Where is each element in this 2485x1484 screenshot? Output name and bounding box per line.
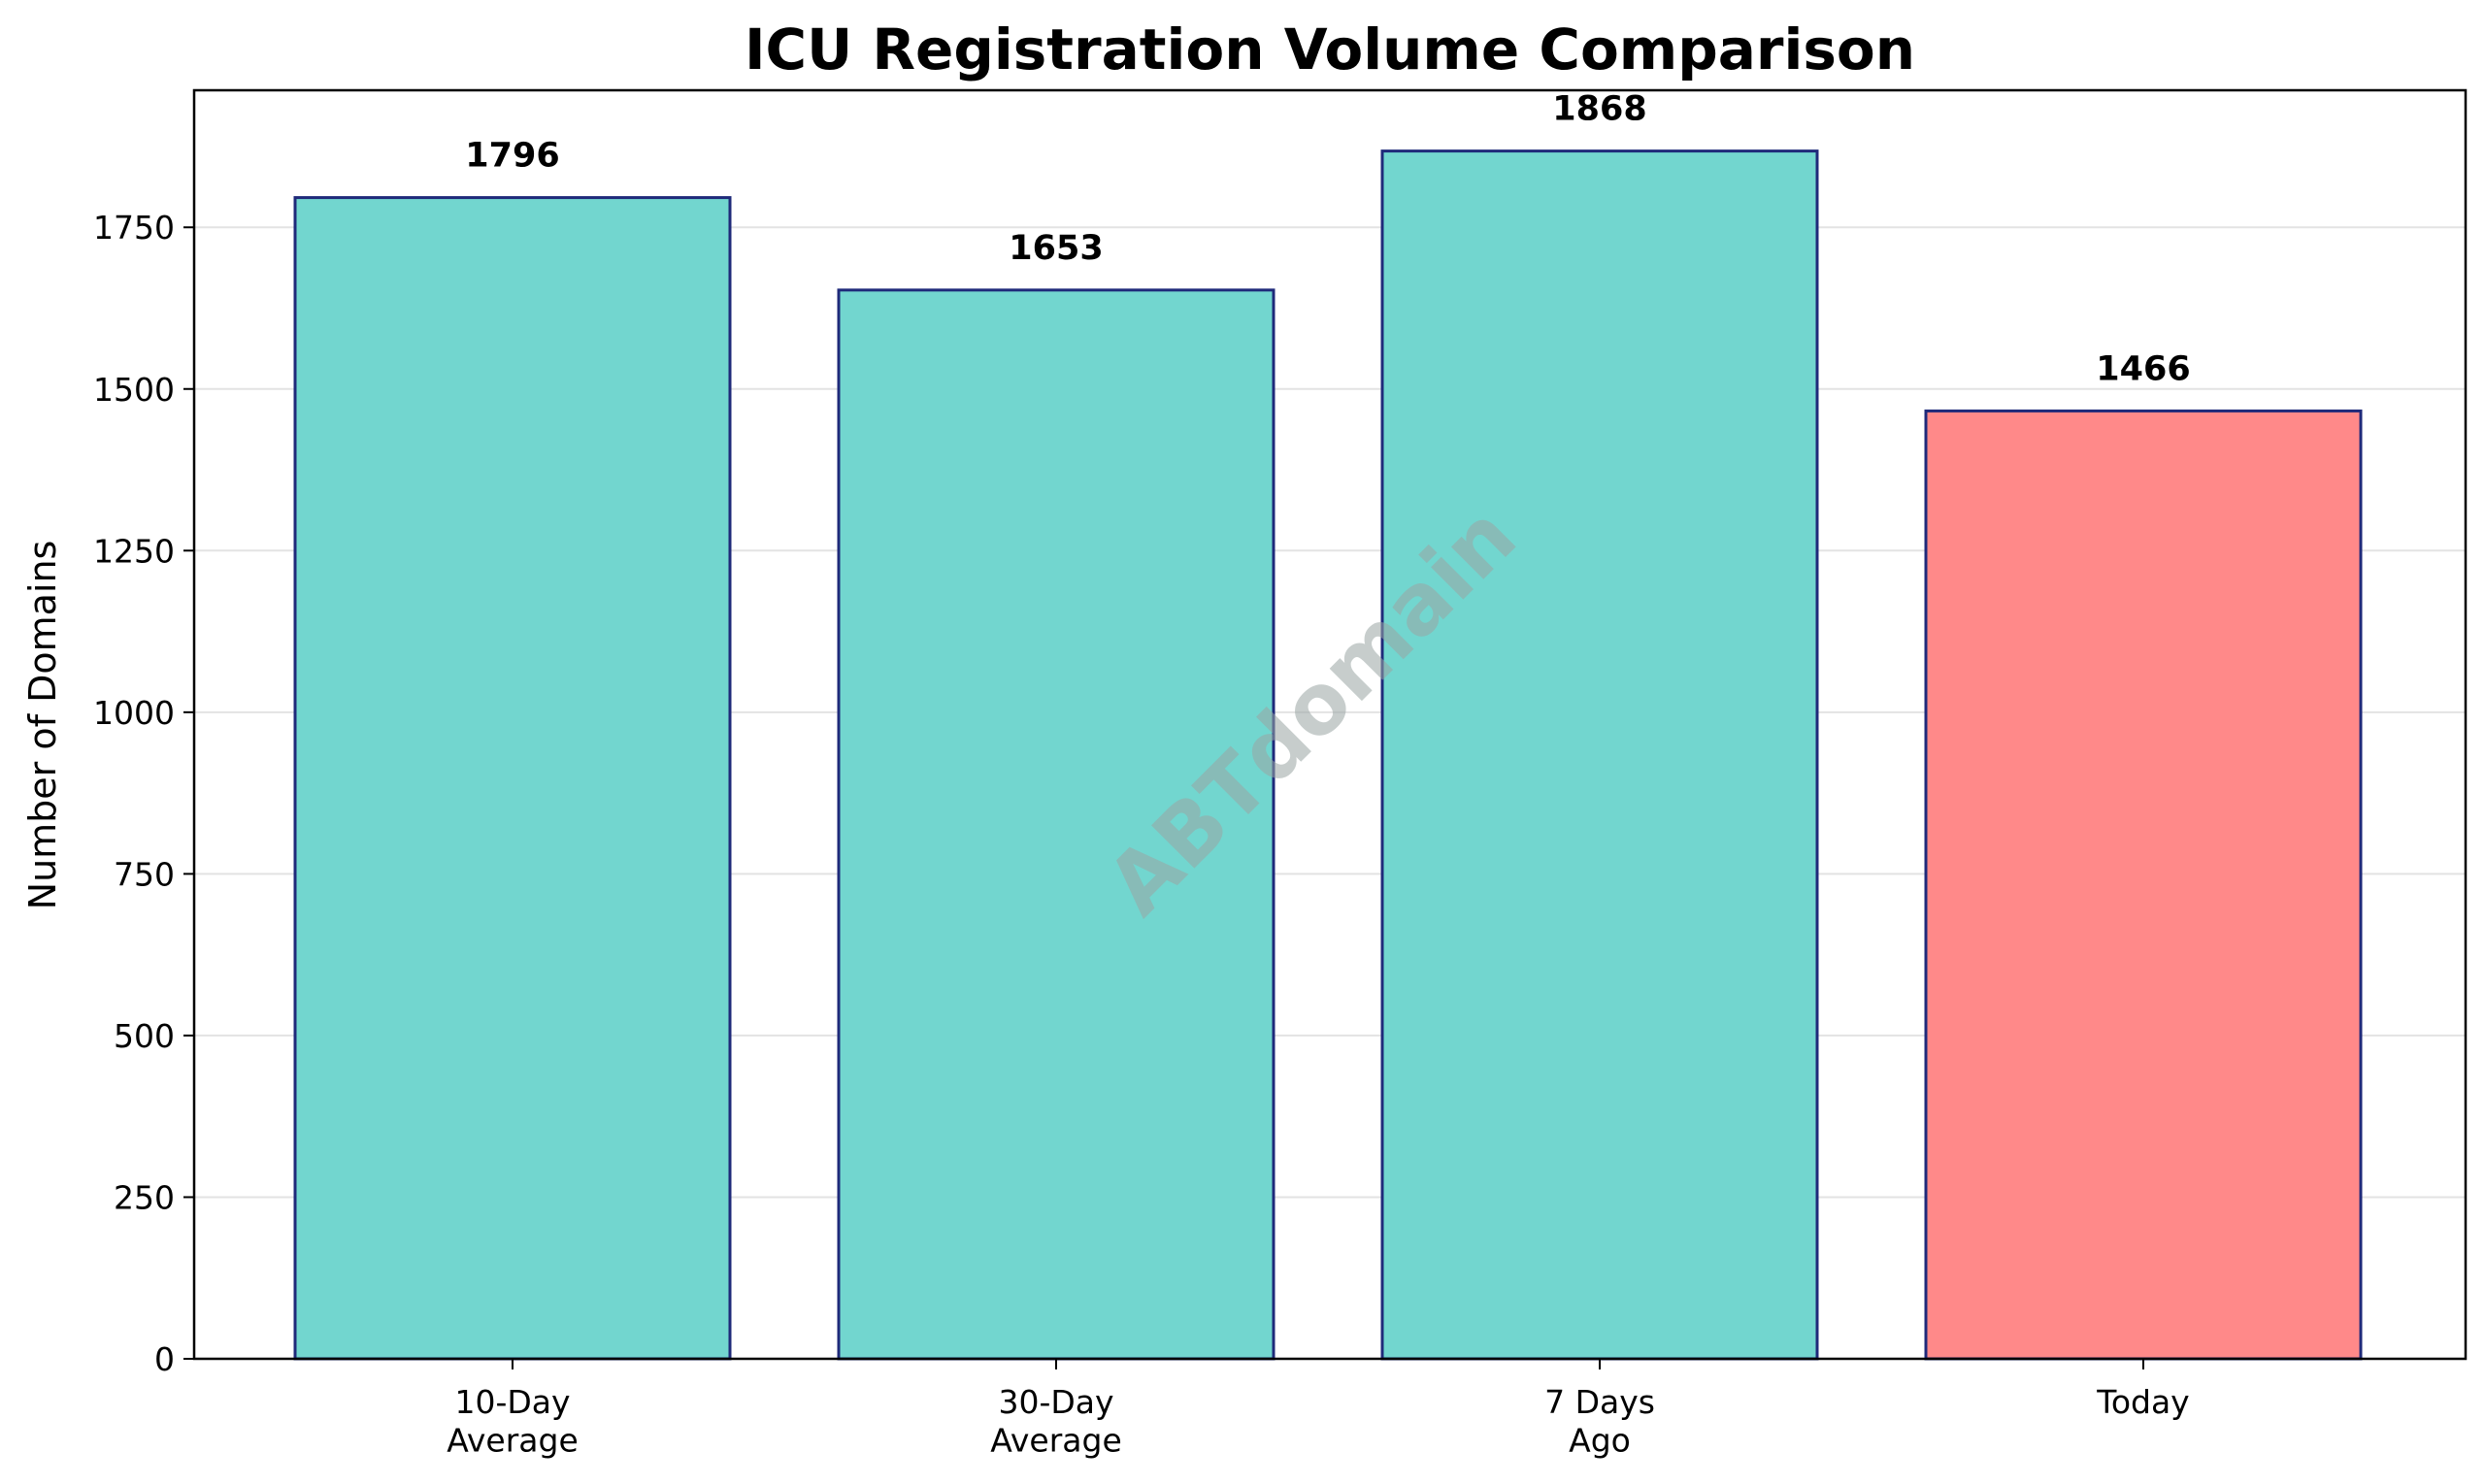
x-tick-label: 30-Day Average [990,1383,1122,1460]
y-tick-label: 1500 [93,371,175,409]
y-axis-label: Number of Domains [21,541,64,910]
bar [1924,409,2363,1361]
bar-layer [293,149,2363,1361]
y-tick-label: 250 [114,1178,175,1216]
y-tick-label: 1000 [93,694,175,732]
x-tick-label: Today [2096,1383,2189,1421]
y-tick-label: 750 [114,855,175,893]
bar [1380,149,1819,1361]
bar-value-label: 1868 [1552,90,1646,129]
bar-value-label: 1653 [1009,229,1103,268]
chart-title: ICU Registration Volume Comparison [745,16,1915,82]
y-tick-label: 0 [154,1340,175,1378]
x-tick-label: 10-Day Average [447,1383,579,1460]
bar-value-label: 1796 [465,137,559,176]
plot-frame [192,88,2468,1361]
bar-value-label: 1466 [2096,349,2190,388]
label-layer: 0 250 500 750 1000 1250 1500 1750 1796 10-Day Aver… [93,90,2191,1460]
y-tick-label: 500 [114,1017,175,1055]
bar [293,196,732,1361]
axis-layer [183,88,2468,1369]
y-tick-label: 1750 [93,209,175,247]
bar [837,288,1276,1361]
x-tick-label: 7 Days Ago [1544,1383,1655,1460]
y-tick-label: 1250 [93,532,175,570]
